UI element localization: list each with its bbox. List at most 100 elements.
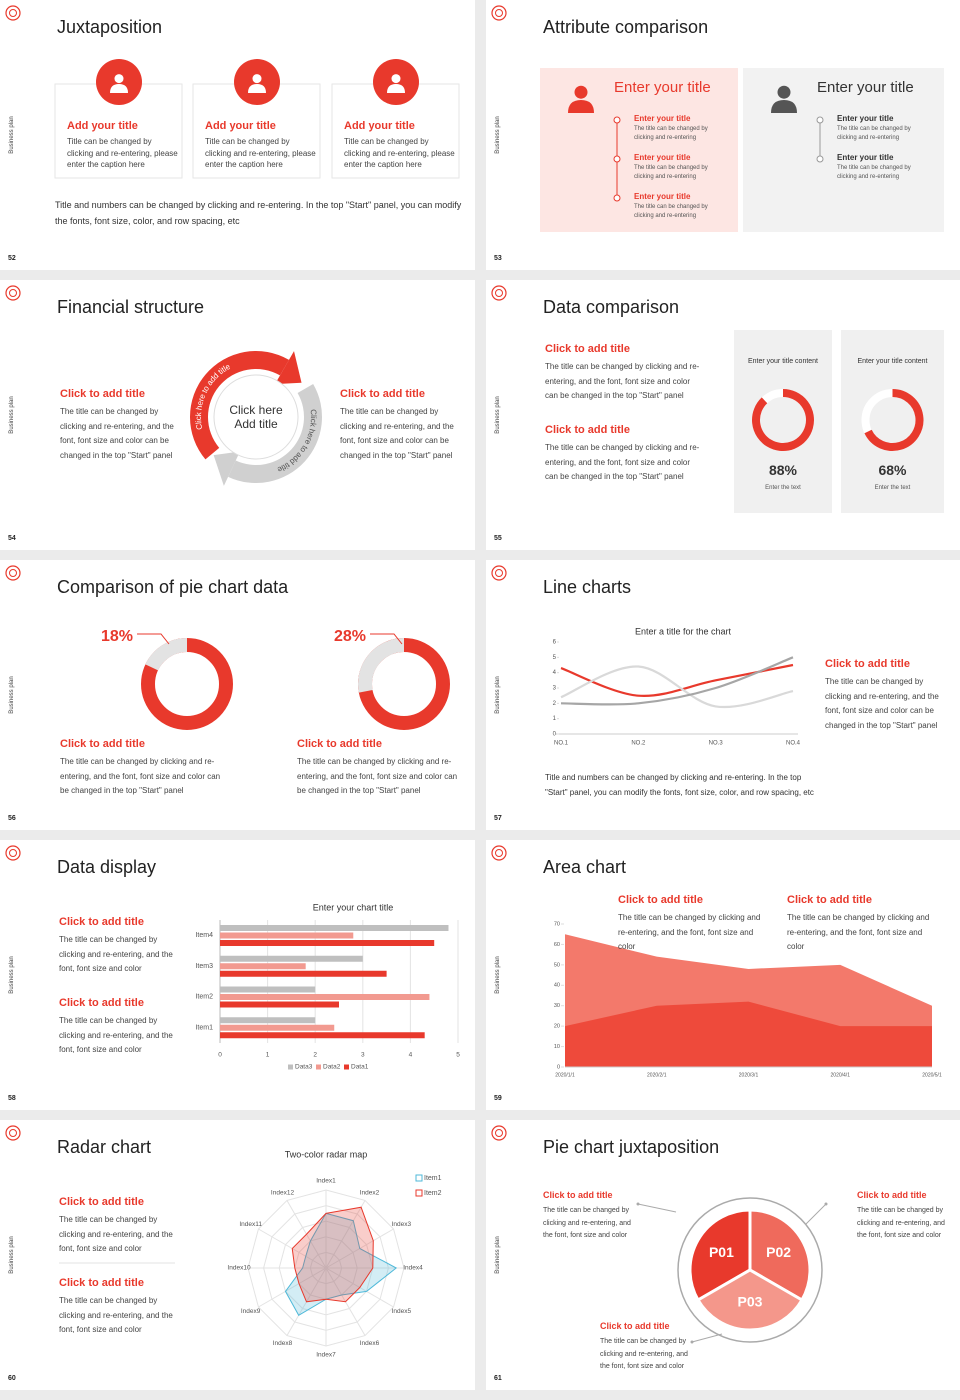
legend-label: Item1 <box>424 1175 442 1182</box>
legend-swatch <box>344 1064 349 1070</box>
line-series <box>560 665 794 709</box>
side-label: Business plan <box>495 1236 501 1274</box>
block-text: The title can be changed by clicking and… <box>297 757 458 795</box>
donut-arc <box>145 638 188 671</box>
card-caption: Enter the text <box>765 485 801 491</box>
bar <box>220 1017 316 1024</box>
y-tick-label: 60 <box>554 942 560 948</box>
arrow-ring <box>190 351 289 460</box>
connector <box>637 1203 677 1213</box>
block-text: The title can be changed by clicking and… <box>59 1215 173 1253</box>
axis-label: Index6 <box>360 1340 380 1347</box>
slide: Enter a title for the chart 0 1 2 3 4 5 6 NO.1 NO… <box>486 560 960 830</box>
card <box>734 330 832 513</box>
logo <box>491 565 507 581</box>
donut-label: 18% <box>101 628 134 645</box>
block-text: The title can be changed by clicking and… <box>59 1296 173 1334</box>
slide-graphics <box>5 565 450 730</box>
x-tick-label: NO.2 <box>631 741 646 747</box>
item-text: The title can be changed by clicking and… <box>634 165 708 180</box>
logo-inner <box>495 9 503 17</box>
donut-arc <box>864 389 924 451</box>
block-title: Click to add title <box>59 997 144 1009</box>
axis-label: Index2 <box>360 1189 380 1196</box>
axis-label: Index7 <box>316 1352 336 1359</box>
block-text: The title can be changed by clicking and… <box>618 913 761 951</box>
logo-inner <box>495 569 503 577</box>
card-text: Title can be changed by clicking and re-… <box>205 137 316 169</box>
slide-title: Data display <box>57 857 157 877</box>
block-title: Click to add title <box>825 658 910 670</box>
x-tick-label: 2020/1/1 <box>555 1072 575 1078</box>
slide-title: Juxtaposition <box>57 17 163 37</box>
timeline-dot <box>613 155 621 163</box>
card-header: Enter your title content <box>747 358 819 365</box>
chart-title: Enter a title for the chart <box>635 626 732 636</box>
bar <box>220 955 363 962</box>
logo-inner <box>9 569 17 577</box>
x-tick-label: 4 <box>409 1052 413 1059</box>
bar <box>220 940 435 946</box>
side-label: Business plan <box>9 956 15 994</box>
item-title: Enter your title <box>634 114 691 123</box>
slide-graphics: Enter a title for the chart 0 1 2 3 4 5 6 NO.1 NO… <box>491 565 801 747</box>
y-tick-label: 30 <box>554 1003 560 1009</box>
icon-body <box>568 100 594 113</box>
axis-label: Index5 <box>392 1308 412 1315</box>
x-tick-label: 5 <box>456 1052 460 1059</box>
card-value: 88% <box>768 462 798 478</box>
slide-title: Pie chart juxtaposition <box>543 1137 720 1157</box>
y-tick-label: 0 <box>553 732 557 738</box>
y-tick-label: 3 <box>553 686 557 692</box>
logo-inner <box>495 849 503 857</box>
item-text: The title can be changed by clicking and… <box>634 204 708 219</box>
center-text: Click here Add title <box>229 403 283 431</box>
y-tick-label: 70 <box>554 921 560 927</box>
timeline-dot <box>816 116 824 124</box>
block-title: Click to add title <box>297 738 382 750</box>
slide: Comparison of pie chart data Business pla… <box>0 560 475 830</box>
axis-label: Index3 <box>392 1221 412 1228</box>
slide-graphics: Two-color radar map Index1 Index2 Index3 Ind… <box>5 1125 442 1359</box>
slide-title: Comparison of pie chart data <box>57 577 289 597</box>
slide-number: 58 <box>8 1095 16 1102</box>
x-tick-label: NO.3 <box>709 741 724 747</box>
bar <box>220 986 316 993</box>
slide-graphics: P01 P02 P03 <box>491 1125 828 1344</box>
slide-number: 54 <box>8 535 16 542</box>
side-label: Business plan <box>9 676 15 714</box>
logo <box>5 565 21 581</box>
side-label: Business plan <box>9 396 15 434</box>
logo <box>491 5 507 21</box>
slide-title: Financial structure <box>57 297 205 317</box>
area-series <box>565 1001 932 1067</box>
chart-title: Enter your chart title <box>313 902 394 912</box>
item-text: The title can be changed by clicking and… <box>837 126 911 141</box>
slide: P01 P02 P03 Pie chart juxtaposition Business… <box>486 1120 960 1390</box>
timeline-dot <box>613 116 621 124</box>
icon-head <box>252 74 262 84</box>
x-tick-label: 2 <box>313 1052 317 1059</box>
block-text: The title can be changed by clicking and… <box>340 407 454 460</box>
logo-inner <box>9 1129 17 1137</box>
arrow-ring <box>228 384 322 484</box>
card <box>841 330 944 513</box>
slide-number: 55 <box>494 535 502 542</box>
segment-label: P03 <box>738 1294 763 1310</box>
block-title: Click to add title <box>545 424 630 436</box>
block-text: The title can be changed by clicking and… <box>825 677 939 730</box>
block-text: The title can be changed by clicking and… <box>787 913 930 951</box>
item-title: Enter your title <box>837 114 894 123</box>
item-text: The title can be changed by clicking and… <box>837 165 911 180</box>
x-tick-label: 2020/5/1 <box>922 1072 942 1078</box>
legend-label: Data3 <box>295 1064 313 1071</box>
bar <box>220 970 387 977</box>
legend-swatch <box>316 1064 321 1070</box>
slide-title: Data comparison <box>543 297 680 317</box>
panel-title: Enter your title <box>817 79 914 96</box>
pie-segment <box>695 1268 805 1332</box>
block-text: The title can be changed by clicking and… <box>60 407 174 460</box>
slide: Click here to add title Click here to add… <box>0 280 475 550</box>
slide-number: 59 <box>494 1095 502 1102</box>
